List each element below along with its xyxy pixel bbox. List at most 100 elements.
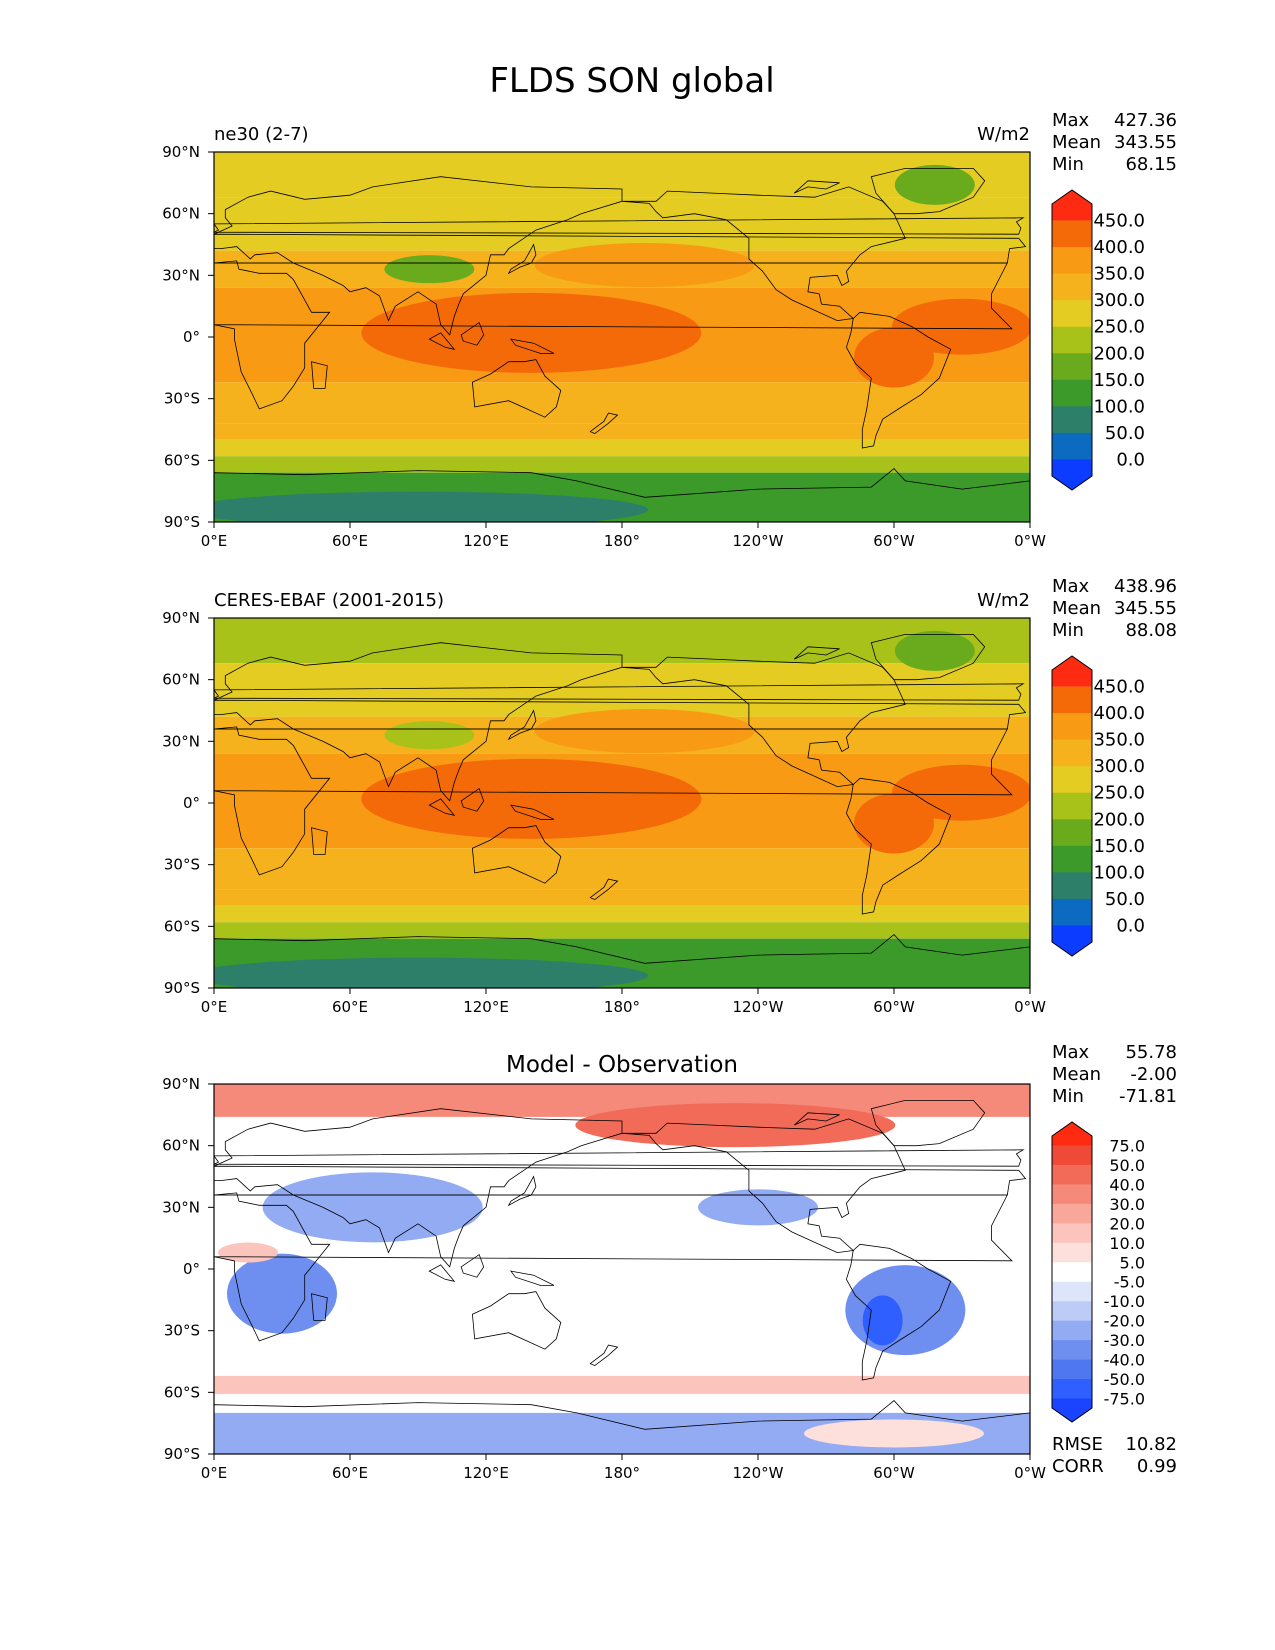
y-tick-label: 0° xyxy=(183,328,200,346)
lat-band xyxy=(214,889,1030,906)
colorbar-tick-label: 350.0 xyxy=(1093,730,1145,751)
coastline xyxy=(214,699,1027,730)
subtropical-band xyxy=(534,243,755,288)
y-tick-label: 90°N xyxy=(162,609,200,627)
lat-band xyxy=(214,382,1030,424)
coastline xyxy=(214,468,1030,522)
y-tick-label: 30°S xyxy=(164,856,200,874)
colorbar-outline xyxy=(1051,655,1093,957)
y-tick-label: 90°N xyxy=(162,1075,200,1093)
y-tick-label: 90°S xyxy=(164,1445,200,1463)
colorbar-segment xyxy=(1052,819,1092,847)
antarctic-plateau xyxy=(214,491,648,522)
coastline xyxy=(214,728,1013,796)
amazon-warm xyxy=(854,327,934,388)
coastline xyxy=(621,186,906,322)
colorbar-segment xyxy=(1052,845,1092,873)
coastline xyxy=(589,1344,619,1367)
colorbar-segment xyxy=(1052,1223,1092,1244)
y-tick-label: 30°N xyxy=(162,1198,200,1216)
coastline xyxy=(845,1243,952,1381)
stat-label: Max xyxy=(1052,110,1090,131)
stat-value: 68.15 xyxy=(1125,154,1177,175)
map-field xyxy=(214,152,1030,522)
colorbar-tick-label: 40.0 xyxy=(1109,1175,1145,1194)
coastline xyxy=(471,825,562,884)
colorbar-segment xyxy=(1052,898,1092,926)
coastline xyxy=(311,361,328,389)
colorbar-tick-label: 50.0 xyxy=(1105,423,1145,444)
lat-band xyxy=(214,456,1030,473)
map-panel-1: 0°E 60°E 120°E 180° 120°W 60°W 0°W 90°N 60°N 30°N… xyxy=(162,576,1177,1016)
colorbar-segment xyxy=(1052,379,1092,407)
gulf-positive xyxy=(218,1242,278,1263)
coastline xyxy=(428,332,456,350)
colorbar-segment xyxy=(1052,739,1092,767)
warm-pool xyxy=(361,758,702,839)
coastline xyxy=(214,176,623,336)
colorbar-tick-label: -10.0 xyxy=(1104,1292,1145,1311)
y-tick-label: 60°N xyxy=(162,205,200,223)
coastline xyxy=(214,1400,1030,1454)
colorbar-outline xyxy=(1051,1121,1093,1423)
colorbar-cap-top xyxy=(1052,190,1092,221)
coastline xyxy=(507,243,537,275)
colorbar-tick-label: 100.0 xyxy=(1093,862,1145,883)
stat-label: Mean xyxy=(1052,132,1101,153)
colorbar-cap-bottom xyxy=(1052,925,1092,956)
asia-negative xyxy=(262,1172,483,1243)
lat-band xyxy=(214,197,1030,251)
colorbar-segment xyxy=(1052,1301,1092,1322)
colorbar-segment xyxy=(1052,1184,1092,1205)
colorbar-tick-label: -40.0 xyxy=(1104,1351,1145,1370)
lat-band xyxy=(214,439,1030,457)
colorbar-segment xyxy=(1052,1164,1092,1185)
colorbar-segment xyxy=(1052,1359,1092,1380)
lat-band xyxy=(214,423,1030,440)
coastline xyxy=(214,934,1030,988)
colorbar-tick-label: 50.0 xyxy=(1105,889,1145,910)
pacific-negative xyxy=(698,1189,818,1226)
colorbar-tick-label: 250.0 xyxy=(1093,317,1145,338)
extra-stat-value: 10.82 xyxy=(1125,1434,1177,1455)
x-tick-label: 60°W xyxy=(873,998,915,1016)
y-tick-label: 30°S xyxy=(164,390,200,408)
coastline xyxy=(845,311,952,449)
colorbar-segment xyxy=(1052,300,1092,328)
colorbar-tick-label: -75.0 xyxy=(1104,1390,1145,1409)
colorbar-segment xyxy=(1052,1262,1092,1283)
south-america-negative xyxy=(845,1265,966,1356)
coastline xyxy=(311,827,328,855)
stat-value: 55.78 xyxy=(1125,1042,1177,1063)
coastline xyxy=(214,683,1025,701)
colorbar-tick-label: 20.0 xyxy=(1109,1214,1145,1233)
colorbar-segment xyxy=(1052,713,1092,741)
colorbar-tick-label: 200.0 xyxy=(1093,809,1145,830)
stat-value: 343.55 xyxy=(1114,132,1177,153)
x-tick-label: 0°E xyxy=(201,1464,228,1482)
colorbar-segment xyxy=(1052,686,1092,714)
colorbar-segment xyxy=(1052,406,1092,434)
colorbar-tick-label: 5.0 xyxy=(1120,1253,1145,1272)
stat-label: Min xyxy=(1052,154,1084,175)
x-tick-label: 0°E xyxy=(201,532,228,550)
coastline xyxy=(621,652,906,788)
y-tick-label: 90°S xyxy=(164,513,200,531)
stat-label: Max xyxy=(1052,1042,1090,1063)
stat-value: -71.81 xyxy=(1119,1086,1177,1107)
coastline xyxy=(870,634,986,681)
greenland-low xyxy=(894,164,975,205)
colorbar-tick-label: 400.0 xyxy=(1093,237,1145,258)
coastline xyxy=(460,787,485,812)
x-tick-label: 180° xyxy=(604,998,640,1016)
coastline xyxy=(214,1108,623,1268)
coastline xyxy=(214,262,1013,330)
colorbar-tick-label: -5.0 xyxy=(1114,1273,1145,1292)
coastline xyxy=(794,180,840,194)
coastline xyxy=(311,1293,328,1321)
colorbar-tick-label: 350.0 xyxy=(1093,264,1145,285)
y-tick-label: 60°S xyxy=(164,917,200,935)
colorbar-tick-label: 150.0 xyxy=(1093,370,1145,391)
map-panel-0: 0°E 60°E 120°E 180° 120°W 60°W 0°W 90°N 60°N 30°N… xyxy=(162,110,1177,550)
colorbar-cap-bottom xyxy=(1052,459,1092,490)
